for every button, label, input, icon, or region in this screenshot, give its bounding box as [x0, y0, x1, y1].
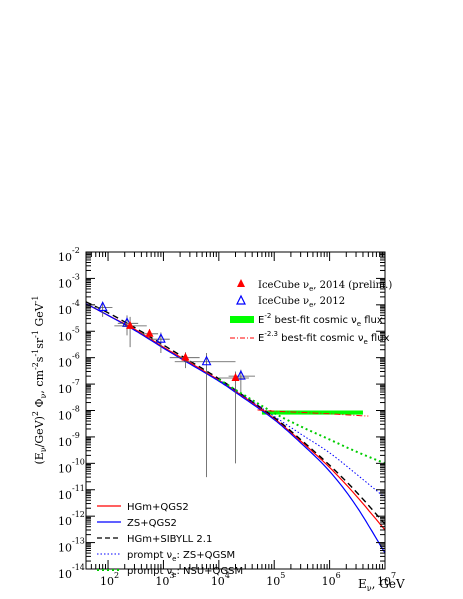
- y-tick-label: 10-6: [58, 352, 80, 370]
- tick-labels: 102 103 104 105 106 107 10-2 10-3 10-4 10-5 10-6 10…: [58, 246, 396, 588]
- legend-bottom: HGm+QGS2 ZS+QGS2 HGm+SIBYLL 2.1 prompt ν…: [97, 502, 243, 579]
- series-line-4: [218, 378, 385, 465]
- ic2014-point: [126, 320, 135, 329]
- y-tick-label: 10-13: [58, 537, 85, 555]
- y-axis-label: (Eν/GeV)2 Φν, cm-2s-1sr-1 GeV-1: [31, 295, 48, 464]
- ic2014-point: [145, 328, 154, 337]
- y-tick-label: 10-7: [58, 378, 80, 396]
- y-tick-label: 10-12: [58, 510, 85, 528]
- y-tick-label: 10-4: [58, 299, 80, 317]
- legend-label-hgm-sibyll: HGm+SIBYLL 2.1: [127, 534, 212, 545]
- y-tick-label: 10-3: [58, 272, 80, 290]
- series-line-3: [218, 379, 385, 499]
- ic2012-point: [201, 355, 212, 366]
- data-points: [93, 301, 256, 478]
- y-tick-label: 10-8: [58, 405, 80, 423]
- ic2012-point: [97, 301, 108, 311]
- ic2012-point: [235, 369, 246, 380]
- legend-marker-e2band: [230, 316, 254, 323]
- legend-label-prompt-nsu: prompt νe: NSU+QGSM: [127, 566, 243, 579]
- legend-label-e2band: E-2 best-fit cosmic νe flux: [258, 312, 383, 328]
- x-tick-label: 104: [211, 571, 230, 588]
- ic2014-point: [181, 352, 190, 361]
- x-tick-label: 107: [377, 571, 396, 588]
- legend-label-hgm-qgs2: HGm+QGS2: [127, 502, 189, 513]
- x-tick-label: 105: [266, 571, 285, 588]
- legend-label-ic2014: IceCube νe, 2014 (prelim.): [258, 280, 392, 293]
- ic2012-point: [156, 332, 166, 343]
- y-tick-label: 10-2: [58, 246, 80, 264]
- legend-label-ic2012: IceCube νe, 2012: [258, 296, 345, 309]
- y-tick-label: 10-10: [58, 457, 85, 475]
- y-tick-label: 10-5: [58, 325, 80, 343]
- legend-marker-ic2012: [236, 294, 246, 305]
- x-axis-label: Eν, GeV: [358, 577, 405, 593]
- y-tick-label: 10-9: [58, 431, 80, 449]
- series-line-2: [86, 301, 385, 525]
- ic2014-point: [231, 372, 240, 381]
- legend-label-zs-qgs2: ZS+QGS2: [127, 518, 177, 529]
- x-tick-label: 103: [155, 571, 174, 588]
- x-tick-label: 102: [100, 571, 119, 588]
- legend-top: IceCube νe, 2014 (prelim.) IceCube νe, 2…: [230, 279, 392, 346]
- legend-label-e23: E-2.3 best-fit cosmic νe flux: [258, 330, 390, 346]
- y-tick-label: 10-14: [58, 563, 85, 581]
- series-line-5: [257, 409, 369, 417]
- axis-ticks: [85, 251, 386, 570]
- ic2012-point: [122, 317, 132, 327]
- legend-label-prompt-zs: prompt νe: ZS+QGSM: [127, 550, 235, 563]
- x-tick-label: 106: [322, 571, 341, 588]
- y-tick-label: 10-11: [58, 484, 85, 502]
- legend-marker-ic2014: [237, 279, 245, 287]
